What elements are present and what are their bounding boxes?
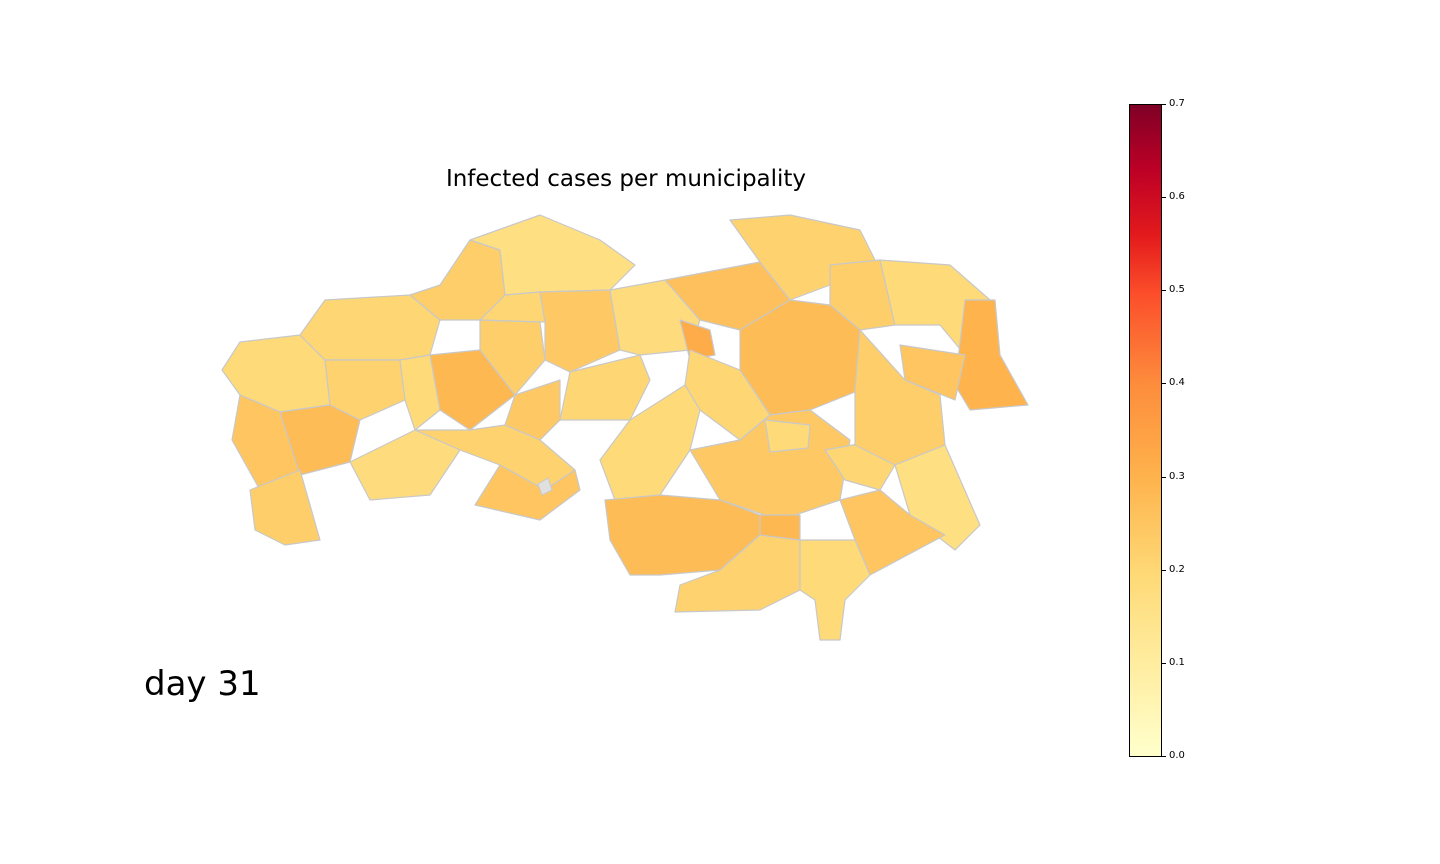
municipality-region xyxy=(249,469,321,546)
colorbar-tick xyxy=(1162,476,1166,478)
municipality-region-missing xyxy=(537,477,553,496)
colorbar-tick xyxy=(1162,662,1166,664)
colorbar-tick xyxy=(1162,290,1166,292)
municipality-region xyxy=(894,444,981,551)
municipality-region xyxy=(299,294,441,361)
choropleth-map xyxy=(221,214,1029,641)
colorbar-tick xyxy=(1162,569,1166,571)
colorbar-tick-label: 0.6 xyxy=(1169,191,1185,203)
colorbar-tick xyxy=(1162,383,1166,385)
municipality-region xyxy=(689,409,851,521)
municipality-region xyxy=(429,349,516,431)
colorbar-tick-label: 0.3 xyxy=(1169,470,1185,482)
colorbar-tick xyxy=(1162,104,1166,105)
map-title: Infected cases per municipality xyxy=(445,166,807,192)
municipality-region xyxy=(799,539,871,641)
municipality-region xyxy=(539,289,621,373)
municipality-region xyxy=(559,354,651,421)
colorbar-tick xyxy=(1162,197,1166,199)
municipality-region xyxy=(504,379,561,441)
colorbar-tick-label: 0.4 xyxy=(1169,377,1185,389)
municipality-region xyxy=(599,384,701,501)
municipality-region xyxy=(279,404,361,476)
municipality-region xyxy=(954,299,1029,411)
municipality-region xyxy=(349,429,461,501)
municipality-region xyxy=(899,344,966,401)
colorbar xyxy=(1129,104,1162,757)
municipality-region xyxy=(764,419,811,453)
colorbar-tick-label: 0.1 xyxy=(1169,656,1185,668)
colorbar-tick-label: 0.5 xyxy=(1169,284,1185,296)
municipality-region xyxy=(759,514,801,541)
municipality-regions xyxy=(221,214,1029,641)
colorbar-tick-label: 0.0 xyxy=(1169,750,1185,761)
municipality-region xyxy=(679,319,716,361)
municipality-region xyxy=(829,259,896,331)
colorbar-tick-label: 0.7 xyxy=(1169,98,1185,109)
day-label: day 31 xyxy=(144,664,261,704)
colorbar-tick xyxy=(1162,756,1166,757)
municipality-region xyxy=(399,354,441,431)
colorbar-tick-label: 0.2 xyxy=(1169,563,1185,575)
